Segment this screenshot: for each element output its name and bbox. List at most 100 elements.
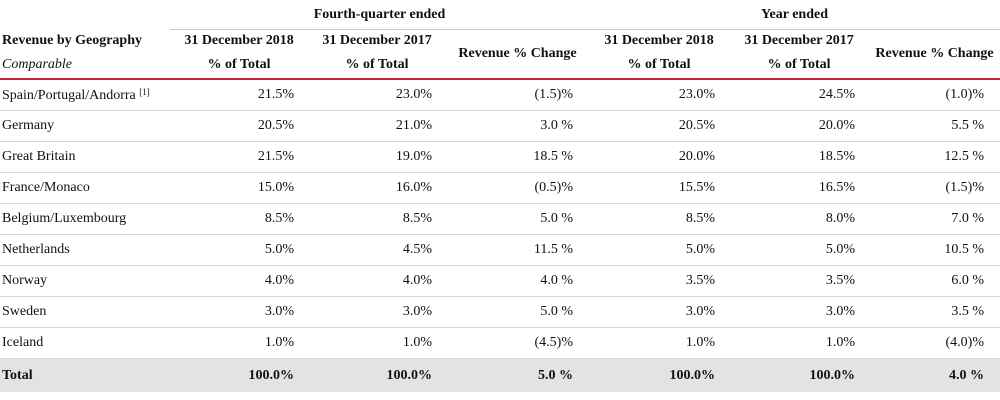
year-2018-cell: 5.0%	[589, 234, 729, 266]
q4-2018-cell: 15.0%	[170, 172, 308, 204]
q4-2017-cell: 3.0%	[308, 296, 446, 328]
year-2017-cell: 1.0%	[729, 327, 869, 359]
footnote-marker: [1]	[139, 86, 150, 97]
region-cell: Spain/Portugal/Andorra [1]	[0, 79, 170, 111]
q4-change-cell: 18.5 %	[446, 141, 589, 173]
q4-change-cell: 5.0 %	[446, 296, 589, 328]
year-change-cell: 3.5 %	[869, 296, 1000, 328]
year-change-cell: (4.0)%	[869, 327, 1000, 359]
table-row: Belgium/Luxembourg 8.5% 8.5% 5.0 % 8.5% 8.0% 7…	[0, 203, 1000, 235]
group-title-fourth-quarter: Fourth-quarter ended	[170, 0, 589, 30]
year-2017-cell: 20.0%	[729, 110, 869, 142]
q4-2018-cell: 21.5%	[170, 79, 308, 111]
col-subheader-year-2018: % of Total	[589, 52, 729, 80]
q4-2017-cell: 19.0%	[308, 141, 446, 173]
group-title-year: Year ended	[589, 0, 1000, 30]
year-2018-cell: 3.5%	[589, 265, 729, 297]
table-body: Spain/Portugal/Andorra [1] 21.5% 23.0% (1.5…	[0, 79, 1000, 359]
q4-2017-cell: 8.5%	[308, 203, 446, 235]
q4-2017-cell: 1.0%	[308, 327, 446, 359]
year-change-cell: 6.0 %	[869, 265, 1000, 297]
region-name: Great Britain	[2, 149, 76, 164]
row-label-header: Revenue by Geography	[2, 32, 142, 48]
q4-2017-cell: 16.0%	[308, 172, 446, 204]
q4-2018-cell: 20.5%	[170, 110, 308, 142]
table-row: Iceland 1.0% 1.0% (4.5)% 1.0% 1.0% (4.0)%	[0, 327, 1000, 359]
year-2018-cell: 15.5%	[589, 172, 729, 204]
q4-2017-cell: 4.0%	[308, 265, 446, 297]
q4-change-cell: (0.5)%	[446, 172, 589, 204]
header-subrow-2: Comparable % of Total % of Total % of To…	[0, 52, 1000, 80]
year-change-cell: 5.5 %	[869, 110, 1000, 142]
region-cell: Germany	[0, 110, 170, 142]
q4-change-cell: 4.0 %	[446, 265, 589, 297]
year-2018-cell: 1.0%	[589, 327, 729, 359]
region-cell: Netherlands	[0, 234, 170, 266]
region-name: Germany	[2, 118, 55, 133]
col-header-q4-2017: 31 December 2017	[322, 33, 432, 48]
q4-change-cell: (4.5)%	[446, 327, 589, 359]
year-2017-cell: 8.0%	[729, 203, 869, 235]
q4-change-cell: 3.0 %	[446, 110, 589, 142]
table-row: Sweden 3.0% 3.0% 5.0 % 3.0% 3.0% 3.5 %	[0, 296, 1000, 328]
region-name: Sweden	[2, 304, 47, 319]
year-2017-cell: 24.5%	[729, 79, 869, 111]
region-cell: France/Monaco	[0, 172, 170, 204]
header-subrow-1: Revenue by Geography 31 December 2018 31…	[0, 29, 1000, 80]
q4-2017-cell: 21.0%	[308, 110, 446, 142]
q4-change-cell: 5.0 %	[446, 203, 589, 235]
col-subheader-q4-2018: % of Total	[170, 52, 308, 80]
year-change-cell: 7.0 %	[869, 203, 1000, 235]
total-year-2018: 100.0%	[589, 358, 729, 392]
q4-2018-cell: 5.0%	[170, 234, 308, 266]
header-corner	[0, 0, 170, 30]
col-header-year-2018: 31 December 2018	[604, 33, 714, 48]
q4-2018-cell: 8.5%	[170, 203, 308, 235]
q4-2018-cell: 4.0%	[170, 265, 308, 297]
q4-2018-cell: 21.5%	[170, 141, 308, 173]
year-change-cell: 12.5 %	[869, 141, 1000, 173]
table-row: Spain/Portugal/Andorra [1] 21.5% 23.0% (1.5…	[0, 79, 1000, 111]
year-2018-cell: 3.0%	[589, 296, 729, 328]
table-row: Norway 4.0% 4.0% 4.0 % 3.5% 3.5% 6.0 %	[0, 265, 1000, 297]
total-year-2017: 100.0%	[729, 358, 869, 392]
year-2017-cell: 3.5%	[729, 265, 869, 297]
col-header-year-change: Revenue % Change	[869, 29, 1000, 80]
year-2018-cell: 20.0%	[589, 141, 729, 173]
region-cell: Great Britain	[0, 141, 170, 173]
total-label: Total	[0, 358, 170, 392]
year-change-cell: 10.5 %	[869, 234, 1000, 266]
region-cell: Norway	[0, 265, 170, 297]
col-subheader-year-2017: % of Total	[729, 52, 869, 80]
header-group-row: Fourth-quarter ended Year ended	[0, 0, 1000, 30]
region-name: Spain/Portugal/Andorra	[2, 87, 136, 103]
total-row: Total 100.0% 100.0% 5.0 % 100.0% 100.0% …	[0, 358, 1000, 392]
region-name: Belgium/Luxembourg	[2, 211, 127, 226]
region-cell: Sweden	[0, 296, 170, 328]
total-q4-2018: 100.0%	[170, 358, 308, 392]
year-2018-cell: 8.5%	[589, 203, 729, 235]
region-name: France/Monaco	[2, 180, 90, 195]
year-2017-cell: 18.5%	[729, 141, 869, 173]
region-name: Norway	[2, 273, 48, 288]
total-q4-2017: 100.0%	[308, 358, 446, 392]
region-cell: Belgium/Luxembourg	[0, 203, 170, 235]
col-header-year-2017: 31 December 2017	[744, 33, 854, 48]
table-row: France/Monaco 15.0% 16.0% (0.5)% 15.5% 16.5%(…	[0, 172, 1000, 204]
table-row: Netherlands 5.0% 4.5% 11.5 % 5.0% 5.0% 10.5 %	[0, 234, 1000, 266]
row-sublabel-header: Comparable	[0, 52, 170, 80]
q4-change-cell: (1.5)%	[446, 79, 589, 111]
q4-2017-cell: 23.0%	[308, 79, 446, 111]
year-change-cell: (1.5)%	[869, 172, 1000, 204]
region-name: Iceland	[2, 335, 44, 350]
col-header-q4-change: Revenue % Change	[446, 29, 589, 80]
year-2018-cell: 20.5%	[589, 110, 729, 142]
total-year-change: 4.0 %	[869, 358, 1000, 392]
year-2017-cell: 3.0%	[729, 296, 869, 328]
q4-2018-cell: 1.0%	[170, 327, 308, 359]
col-subheader-q4-2017: % of Total	[308, 52, 446, 80]
table-row: Great Britain 21.5% 19.0% 18.5 % 20.0% 18.5% 1…	[0, 141, 1000, 173]
table-row: Germany 20.5% 21.0% 3.0 % 20.5% 20.0% 5.5 %	[0, 110, 1000, 142]
q4-change-cell: 11.5 %	[446, 234, 589, 266]
